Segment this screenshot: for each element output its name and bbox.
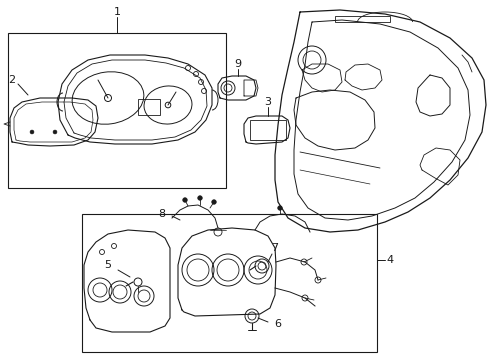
Circle shape: [183, 198, 187, 202]
Bar: [334, 16, 389, 22]
Text: 6: 6: [274, 319, 281, 329]
Text: 2: 2: [8, 75, 16, 85]
Bar: [82, 214, 376, 352]
Circle shape: [197, 196, 202, 200]
Circle shape: [211, 200, 216, 204]
Text: 9: 9: [234, 59, 241, 69]
Bar: [249, 120, 285, 140]
Text: 3: 3: [264, 97, 271, 107]
Circle shape: [53, 130, 57, 134]
Circle shape: [30, 130, 34, 134]
Text: 7: 7: [271, 243, 278, 253]
Text: 8: 8: [158, 209, 165, 219]
Bar: [8, 33, 225, 188]
Text: 1: 1: [113, 7, 120, 17]
Text: 5: 5: [104, 260, 111, 270]
Circle shape: [104, 94, 111, 102]
Text: 4: 4: [386, 255, 393, 265]
Circle shape: [277, 206, 282, 210]
Circle shape: [165, 102, 170, 108]
Bar: [138, 99, 160, 115]
